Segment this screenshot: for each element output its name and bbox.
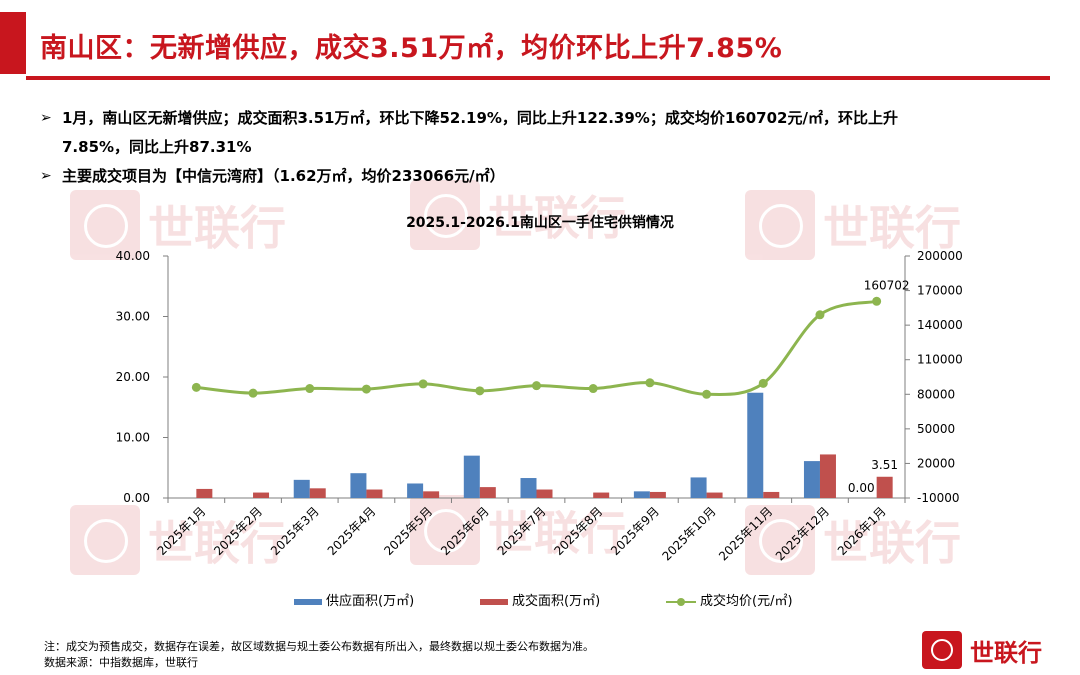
deal-bar [479, 487, 496, 498]
price-line [196, 299, 877, 396]
data-label-supply: 0.00 [848, 481, 875, 495]
y-right-tick-label: 170000 [917, 284, 963, 298]
page-title: 南山区：无新增供应，成交3.51万㎡，均价环比上升7.85% [40, 33, 783, 64]
y-right-tick-label: 110000 [917, 353, 963, 367]
price-point [361, 384, 371, 394]
supply-bar [690, 477, 707, 498]
footnote: 注：成交为预售成交，数据存在误差，故区域数据与规土委公布数据有所出入，最终数据以… [44, 639, 594, 671]
x-tick-label: 2025年11月 [716, 504, 775, 563]
y-right-tick-label: -10000 [917, 491, 960, 505]
x-tick-label: 2025年6月 [438, 504, 492, 558]
legend-swatch-supply [294, 598, 322, 605]
deal-bar [253, 492, 270, 498]
data-label-price: 160702 [864, 278, 910, 292]
deal-bar [536, 489, 553, 498]
title-bar: 南山区：无新增供应，成交3.51万㎡，均价环比上升7.85% [0, 12, 1080, 76]
y-right-tick-label: 50000 [917, 422, 955, 436]
supply-bar [747, 392, 764, 498]
price-point [475, 386, 485, 396]
price-point [305, 384, 315, 394]
footnote-source: 数据来源：中指数据库，世联行 [44, 656, 198, 669]
price-point [191, 382, 201, 392]
legend-swatch-deal [480, 598, 508, 605]
supply-bar [407, 483, 424, 498]
bullet-text-line: 7.85%，同比上升87.31% [62, 138, 252, 156]
supply-bar [520, 478, 537, 498]
legend-label-deal: 成交面积(万㎡) [512, 594, 601, 609]
legend-item-supply: 供应面积(万㎡) [294, 590, 414, 609]
supply-bar [293, 479, 310, 498]
y-right-tick-label: 200000 [917, 249, 963, 263]
deal-bar [593, 492, 610, 498]
x-tick-label: 2025年7月 [495, 504, 549, 558]
x-tick-label: 2025年2月 [211, 504, 265, 558]
price-point [645, 378, 655, 388]
deal-bar [196, 488, 213, 498]
deal-bar [309, 488, 326, 498]
bullet-item: ➢ 1月，南山区无新增供应；成交面积3.51万㎡，环比下降52.19%，同比上升… [40, 104, 1040, 162]
bullet-item: ➢ 主要成交项目为【中信元湾府】（1.62万㎡，均价233066元/㎡） [40, 162, 1040, 191]
x-tick-label: 2025年12月 [773, 504, 832, 563]
y-left-tick-label: 40.00 [116, 249, 150, 263]
footnote-note: 注：成交为预售成交，数据存在误差，故区域数据与规土委公布数据有所出入，最终数据以… [44, 640, 594, 653]
deal-bar [423, 491, 440, 498]
price-point [588, 384, 598, 394]
y-left-tick-label: 30.00 [116, 310, 150, 324]
price-point [248, 388, 258, 398]
x-tick-label: 2025年8月 [551, 504, 605, 558]
y-right-tick-label: 20000 [917, 456, 955, 470]
bullet-text-line: 1月，南山区无新增供应；成交面积3.51万㎡，环比下降52.19%，同比上升12… [62, 109, 898, 127]
x-tick-label: 2025年4月 [325, 504, 379, 558]
legend-item-deal: 成交面积(万㎡) [480, 590, 600, 609]
price-point [872, 296, 882, 306]
title-divider [26, 76, 1050, 80]
arrow-bullet-icon: ➢ [40, 168, 52, 184]
chart-title: 2025.1-2026.1南山区一手住宅供销情况 [406, 215, 674, 231]
y-left-tick-label: 0.00 [123, 491, 150, 505]
deal-bar [763, 491, 780, 498]
deal-bar [706, 492, 723, 498]
brand-logo: 世联行 [922, 631, 1042, 669]
price-point [702, 389, 712, 399]
summary-bullets: ➢ 1月，南山区无新增供应；成交面积3.51万㎡，环比下降52.19%，同比上升… [40, 104, 1040, 191]
deal-bar [366, 489, 383, 498]
y-left-tick-label: 20.00 [116, 370, 150, 384]
legend-swatch-price [666, 597, 696, 607]
x-tick-label: 2025年1月 [155, 504, 209, 558]
supply-bar [633, 491, 650, 498]
legend-label-supply: 供应面积(万㎡) [326, 594, 415, 609]
logo-seal-icon [922, 631, 962, 669]
price-point [815, 310, 825, 320]
bullet-text-line: 主要成交项目为【中信元湾府】（1.62万㎡，均价233066元/㎡） [62, 167, 505, 185]
deal-bar [819, 454, 836, 498]
deal-bar [649, 491, 666, 498]
x-tick-label: 2025年9月 [608, 504, 662, 558]
legend-label-price: 成交均价(元/㎡) [700, 594, 793, 609]
supply-bar [350, 473, 367, 498]
price-point [418, 379, 428, 389]
y-right-tick-label: 80000 [917, 387, 955, 401]
data-label-deal: 3.51 [871, 458, 898, 472]
x-tick-label: 2025年3月 [268, 504, 322, 558]
logo-text: 世联行 [970, 638, 1042, 667]
price-point [758, 378, 768, 388]
y-right-tick-label: 140000 [917, 318, 963, 332]
x-tick-label: 2025年5月 [381, 504, 435, 558]
legend-item-price: 成交均价(元/㎡) [666, 590, 793, 609]
y-left-tick-label: 10.00 [116, 431, 150, 445]
price-point [532, 381, 541, 391]
chart-legend: 供应面积(万㎡) 成交面积(万㎡) 成交均价(元/㎡) [0, 590, 1080, 610]
x-tick-label: 2025年10月 [659, 504, 718, 563]
title-accent [0, 12, 26, 74]
arrow-bullet-icon: ➢ [40, 110, 52, 126]
deal-bar [876, 476, 893, 498]
supply-bar [803, 461, 820, 498]
x-tick-label: 2026年1月 [835, 504, 889, 558]
supply-bar [463, 455, 480, 498]
